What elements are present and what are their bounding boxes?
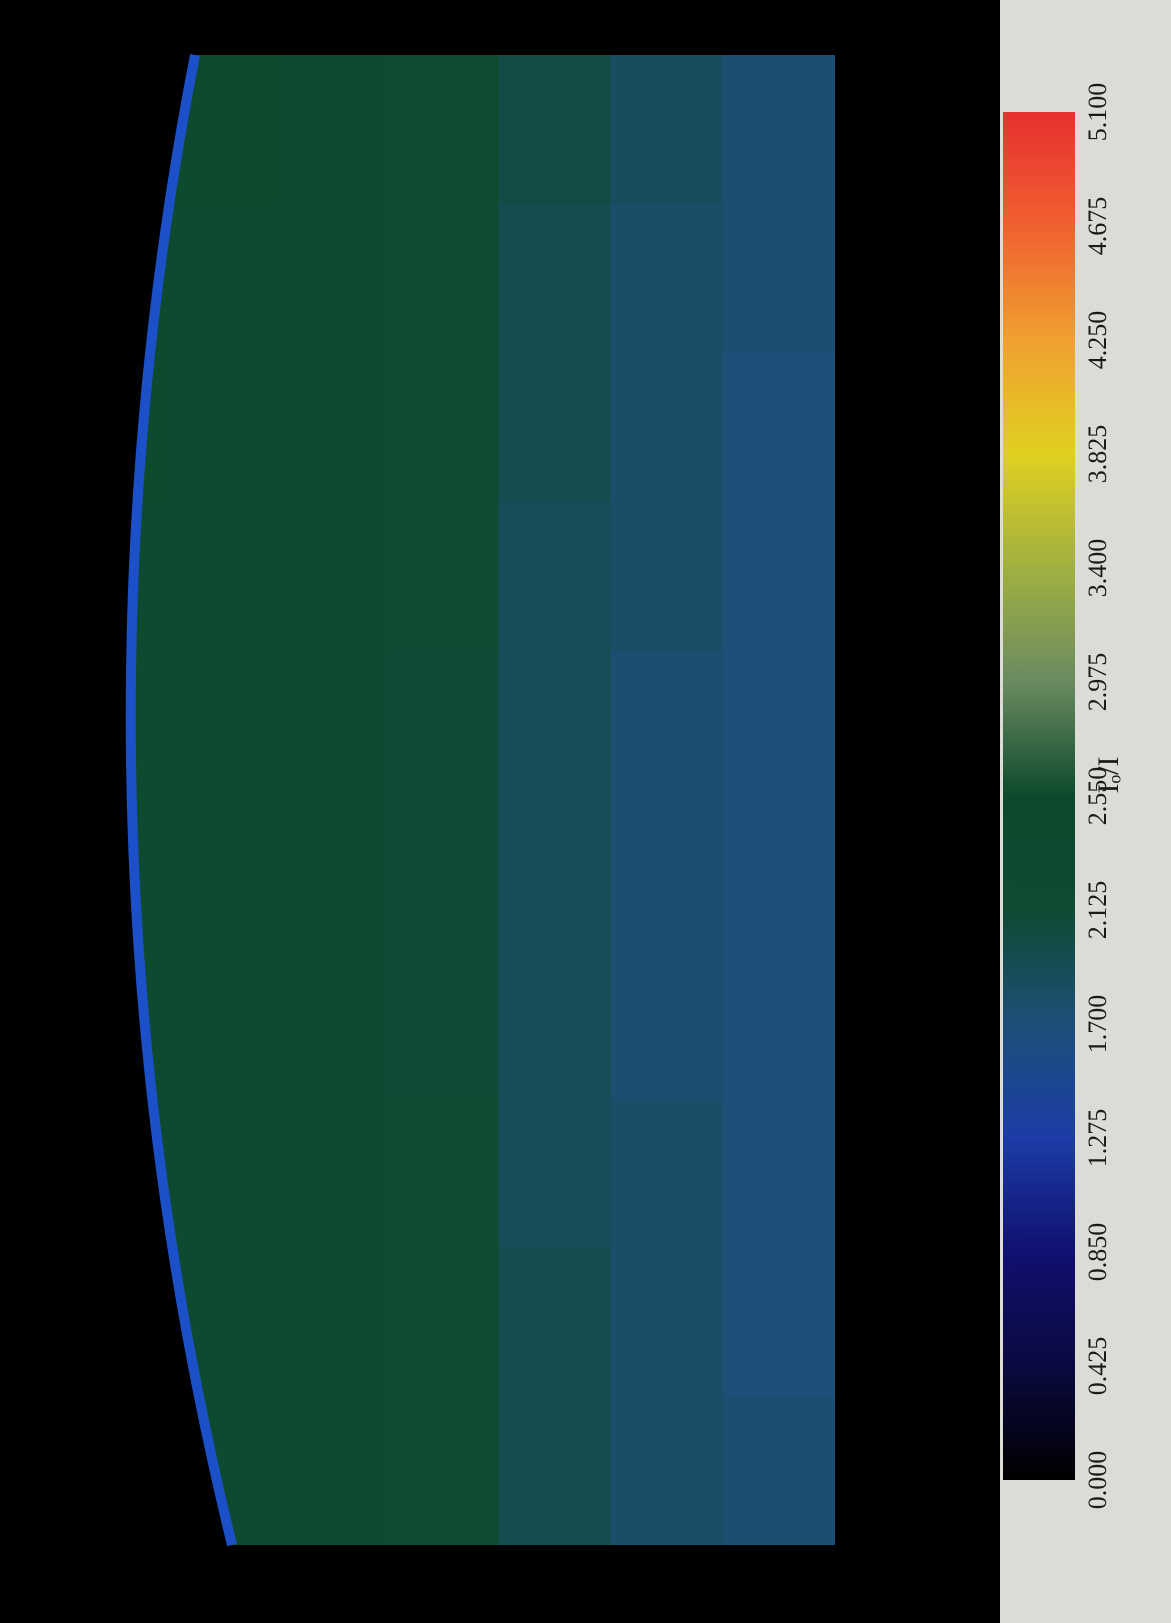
- heatmap-cell: [498, 651, 612, 801]
- heatmap-cell: [498, 1396, 612, 1545]
- heatmap-cell: [498, 800, 612, 950]
- heatmap-cell: [386, 204, 500, 354]
- heatmap-cell: [386, 800, 500, 950]
- colorbar-tick-label: 0.850: [1083, 1223, 1112, 1282]
- heatmap-cell: [386, 651, 500, 801]
- colorbar-label: Iₒ/I: [1092, 757, 1125, 794]
- heatmap-cell: [274, 353, 387, 503]
- heatmap-cell: [386, 949, 500, 1099]
- heatmap-cell: [162, 800, 275, 950]
- heatmap-cell: [610, 1098, 724, 1248]
- heatmap-cell: [498, 949, 612, 1099]
- heatmap-cell: [386, 353, 500, 503]
- heatmap-cell: [610, 800, 724, 950]
- heatmap-cell: [610, 651, 724, 801]
- heatmap-cell: [386, 55, 500, 205]
- heatmap-cell: [722, 800, 835, 950]
- heatmap-cell: [610, 1396, 724, 1545]
- colorbar-tick-label: 0.000: [1083, 1451, 1112, 1510]
- heatmap-cell: [498, 353, 612, 503]
- heatmap-cell: [722, 1247, 835, 1397]
- colorbar: 0.000 0.425 0.850 1.275 1.700 2.125 2.550 2.975…: [1003, 83, 1112, 1510]
- heatmap-cell: [498, 55, 612, 205]
- heatmap-cell: [498, 1098, 612, 1248]
- heatmap-cell: [722, 353, 835, 503]
- heatmap-cell: [274, 1247, 387, 1397]
- heatmap-cell: [722, 1098, 835, 1248]
- heatmap-cell: [162, 651, 275, 801]
- colorbar-tick-label: 0.425: [1083, 1337, 1112, 1396]
- heatmap-cell: [610, 1247, 724, 1397]
- heatmap-cell: [386, 1098, 500, 1248]
- heatmap-cell: [722, 1396, 835, 1545]
- colorbar-tick-label: 3.400: [1083, 539, 1112, 598]
- colorbar-tick-label: 4.675: [1083, 197, 1112, 256]
- colorbar-tick-label: 1.275: [1083, 1109, 1112, 1168]
- heatmap-cell: [386, 1396, 500, 1545]
- colorbar-tick-label: 4.250: [1083, 311, 1112, 370]
- colorbar-tick-label: 5.100: [1083, 83, 1112, 142]
- heatmap-cell: [498, 502, 612, 652]
- colorbar-tick-label: 3.825: [1083, 425, 1112, 484]
- colorbar-tick-label: 2.125: [1083, 881, 1112, 940]
- heatmap-cell: [274, 949, 387, 1099]
- heatmap-cell: [274, 55, 387, 205]
- heatmap-cell: [274, 800, 387, 950]
- field-edge: [125, 54, 237, 1547]
- heatmap-cell: [722, 651, 835, 801]
- heatmap-cell: [610, 55, 724, 205]
- heatmap-cell: [274, 204, 387, 354]
- heatmap-cell: [498, 204, 612, 354]
- heatmap-cell: [498, 1247, 612, 1397]
- heatmap-cell: [274, 651, 387, 801]
- heatmap-cell: [722, 502, 835, 652]
- colorbar-tick-label: 1.700: [1083, 995, 1112, 1054]
- heatmap-cell: [274, 502, 387, 652]
- heatmap-cell: [274, 1396, 387, 1545]
- colorbar-scale: [1003, 112, 1075, 1480]
- heatmap-cell: [610, 949, 724, 1099]
- heatmap-cell: [386, 502, 500, 652]
- heatmap-cell: [610, 204, 724, 354]
- heatmap-cell: [386, 1247, 500, 1397]
- heatmap-cell: [610, 353, 724, 503]
- heatmap-cell: [274, 1098, 387, 1248]
- heatmap-cell: [722, 204, 835, 354]
- heatmap-cell: [162, 502, 275, 652]
- colorbar-tick-label: 2.975: [1083, 653, 1112, 712]
- colorbar-tick-label: 2.550: [1083, 767, 1112, 826]
- heatmap-cell: [162, 204, 275, 354]
- heatmap-cell: [610, 502, 724, 652]
- heatmap-cell: [722, 55, 835, 205]
- heatmap-cell: [162, 1098, 275, 1248]
- heatmap-cell: [162, 353, 275, 503]
- heatmap-cell: [722, 949, 835, 1099]
- heatmap-cell: [162, 949, 275, 1099]
